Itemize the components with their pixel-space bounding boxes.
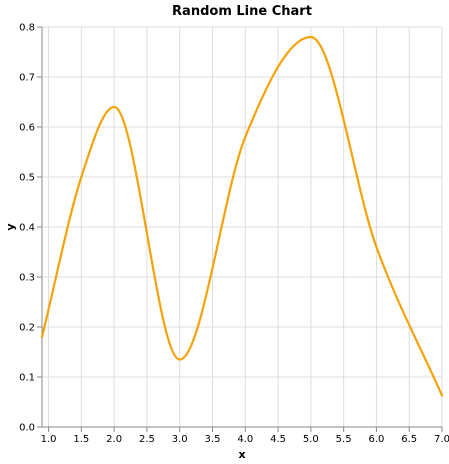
- line-layer: [40, 35, 444, 397]
- x-tick-label: 6.0: [368, 434, 384, 445]
- x-tick-label: 1.5: [73, 434, 89, 445]
- x-tick-label: 5.0: [303, 434, 319, 445]
- x-tick-label: 2.5: [139, 434, 155, 445]
- x-tick-label: 2.0: [106, 434, 122, 445]
- series-line: [40, 35, 444, 397]
- x-tick-label: 6.5: [401, 434, 417, 445]
- y-tick-label: 0.4: [19, 223, 35, 234]
- x-tick-label: 4.5: [270, 434, 286, 445]
- y-tick-label: 0.0: [19, 423, 35, 434]
- x-tick-label: 7.0: [434, 434, 449, 445]
- x-tick-label: 5.5: [336, 434, 352, 445]
- x-tick-label: 4.0: [237, 434, 253, 445]
- y-axis-title: y: [4, 223, 17, 230]
- x-tick-label: 3.5: [205, 434, 221, 445]
- x-axis-title: x: [238, 448, 245, 461]
- chart-title: Random Line Chart: [172, 4, 312, 19]
- tick-label-layer: 1.0 1.5 2.0 2.5 3.0 3.5 4.0 4.5 5.0 5.5 6.0 6.5 7.0 0…: [19, 23, 449, 446]
- y-tick-label: 0.1: [19, 373, 35, 384]
- grid-layer: [42, 26, 443, 428]
- y-tick-label: 0.3: [19, 273, 35, 284]
- y-tick-label: 0.6: [19, 123, 35, 134]
- y-tick-label: 0.2: [19, 323, 35, 334]
- y-tick-label: 0.8: [19, 23, 35, 34]
- y-tick-label: 0.5: [19, 173, 35, 184]
- x-tick-label: 1.0: [41, 434, 57, 445]
- x-tick-label: 3.0: [172, 434, 188, 445]
- y-tick-label: 0.7: [19, 73, 35, 84]
- axis-layer: [37, 26, 443, 432]
